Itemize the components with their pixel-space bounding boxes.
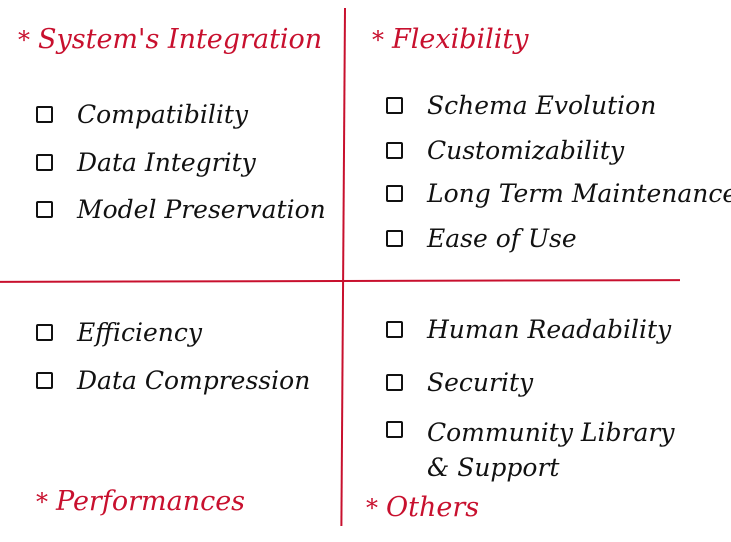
checklist-item-schema-evolution[interactable]: Schema Evolution: [386, 93, 656, 118]
item-label: Data Integrity: [77, 148, 256, 177]
item-label: Human Readability: [427, 315, 672, 344]
checkbox[interactable]: [36, 106, 53, 123]
checkbox[interactable]: [36, 201, 53, 218]
checklist-item-data-integrity[interactable]: Data Integrity: [36, 150, 256, 175]
checklist-item-community-library-support[interactable]: Community Library & Support: [386, 415, 697, 485]
item-label: Model Preservation: [77, 195, 326, 224]
checkbox[interactable]: [386, 142, 403, 159]
heading-label: Others: [386, 492, 480, 523]
item-label: Schema Evolution: [427, 91, 657, 120]
checklist-item-ease-of-use[interactable]: Ease of Use: [386, 226, 577, 251]
asterisk-icon: *: [18, 26, 30, 54]
item-label: Efficiency: [77, 318, 202, 347]
asterisk-icon: *: [36, 488, 48, 516]
checkbox[interactable]: [386, 374, 403, 391]
asterisk-icon: *: [366, 494, 378, 522]
checkbox[interactable]: [386, 230, 403, 247]
heading-flexibility: * Flexibility: [372, 26, 529, 53]
heading-label: Performances: [56, 486, 246, 517]
checklist-item-compatibility[interactable]: Compatibility: [36, 102, 248, 127]
item-label: Data Compression: [77, 366, 311, 395]
checkbox[interactable]: [36, 372, 53, 389]
checklist-item-long-term-maintenance[interactable]: Long Term Maintenance: [386, 181, 731, 206]
heading-label: Flexibility: [392, 24, 529, 55]
checklist-item-human-readability[interactable]: Human Readability: [386, 317, 671, 342]
item-label: Customizability: [427, 136, 625, 165]
heading-performances: * Performances: [36, 488, 245, 515]
checklist-item-customizability[interactable]: Customizability: [386, 138, 624, 163]
item-label: Community Library & Support: [427, 418, 675, 482]
item-label: Security: [427, 368, 534, 397]
heading-label: System's Integration: [38, 24, 323, 55]
item-label: Ease of Use: [427, 224, 577, 253]
checkbox[interactable]: [386, 421, 403, 438]
checklist-item-security[interactable]: Security: [386, 370, 533, 395]
asterisk-icon: *: [372, 26, 384, 54]
checklist-item-efficiency[interactable]: Efficiency: [36, 320, 202, 345]
heading-others: * Others: [366, 494, 479, 521]
vertical-divider: [340, 8, 346, 527]
checkbox[interactable]: [36, 324, 53, 341]
checkbox[interactable]: [386, 97, 403, 114]
checklist-item-data-compression[interactable]: Data Compression: [36, 368, 310, 393]
horizontal-divider: [0, 279, 681, 283]
checkbox[interactable]: [36, 154, 53, 171]
checkbox[interactable]: [386, 185, 403, 202]
heading-system-integration: * System's Integration: [18, 26, 322, 53]
checklist-item-model-preservation[interactable]: Model Preservation: [36, 197, 326, 222]
item-label: Compatibility: [77, 100, 248, 129]
item-label: Long Term Maintenance: [427, 179, 731, 208]
checkbox[interactable]: [386, 321, 403, 338]
